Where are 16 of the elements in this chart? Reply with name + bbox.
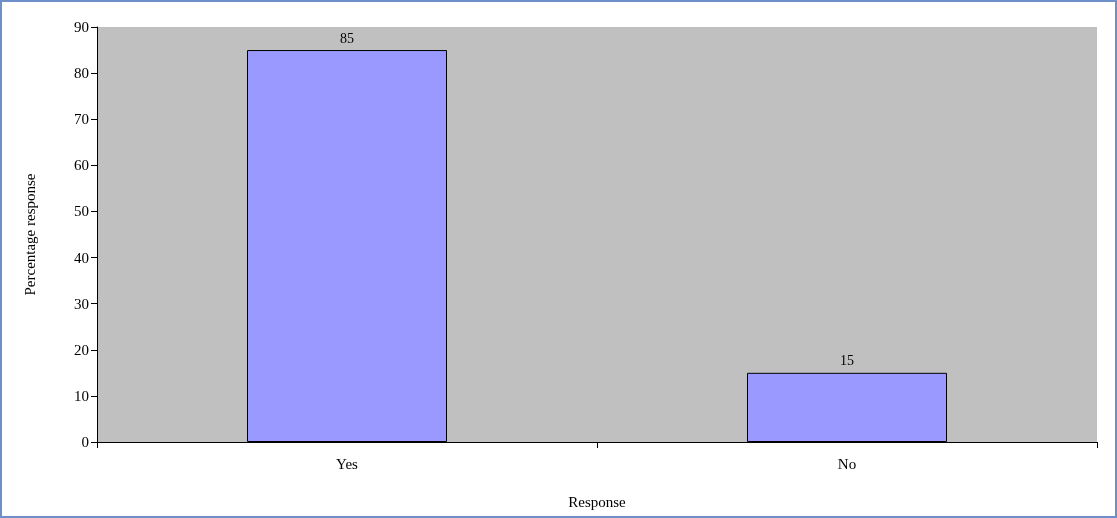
y-tick-label: 10 (74, 387, 89, 404)
y-axis-title: Percentage response (21, 173, 38, 296)
y-tick-label: 50 (74, 203, 89, 220)
x-axis-title: Response (568, 493, 627, 510)
y-tick-label: 40 (74, 249, 89, 266)
y-tick-label: 0 (81, 434, 89, 450)
data-label: 85 (340, 30, 354, 46)
y-tick-label: 30 (74, 295, 89, 312)
data-label: 15 (840, 353, 854, 369)
y-tick-label: 80 (74, 65, 89, 82)
y-tick-label: 20 (74, 341, 89, 358)
x-tick-label: Yes (336, 455, 359, 472)
y-tick-label: 70 (74, 111, 89, 128)
y-tick-label: 60 (74, 157, 89, 174)
x-tick-label: No (837, 455, 857, 472)
y-tick-label: 90 (74, 19, 89, 35)
